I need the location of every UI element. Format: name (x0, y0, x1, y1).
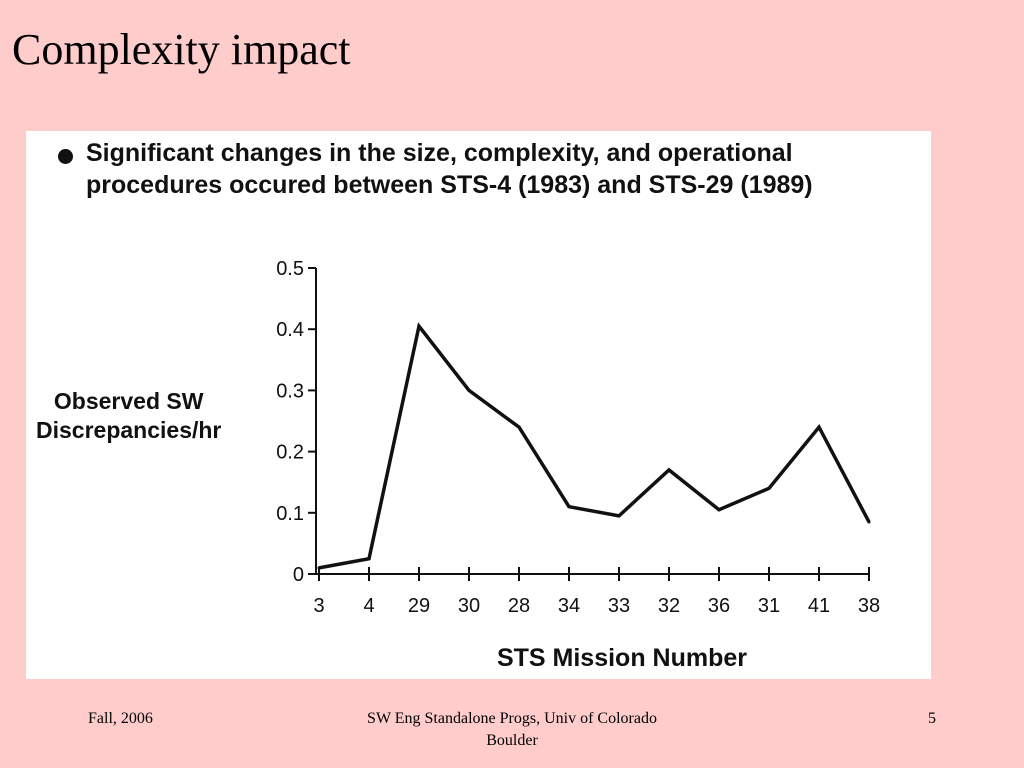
x-tick-label: 3 (313, 595, 324, 617)
data-point (867, 520, 871, 524)
x-tick-label: 38 (858, 595, 880, 617)
data-point (517, 425, 521, 429)
chart-panel: Significant changes in the size, complex… (26, 131, 931, 679)
x-tick-label: 29 (408, 595, 430, 617)
data-point (317, 566, 321, 570)
y-axis-label-line-1: Observed SW (53, 388, 204, 414)
y-tick-label: 0.3 (276, 380, 304, 402)
x-tick-label: 31 (758, 595, 780, 617)
x-tick-label: 4 (363, 595, 374, 617)
bullet-text: Significant changes in the size, complex… (86, 139, 813, 199)
x-tick-label: 28 (508, 595, 530, 617)
x-tick-label: 33 (608, 595, 630, 617)
data-point (567, 505, 571, 509)
bullet-dot-icon (58, 149, 73, 164)
data-point (367, 557, 371, 561)
data-point (717, 508, 721, 512)
y-tick-label: 0.1 (276, 503, 304, 525)
y-axis-label-line-2: Discrepancies/hr (36, 417, 222, 443)
x-axis-title: STS Mission Number (497, 644, 747, 672)
x-tick-label: 41 (808, 595, 830, 617)
x-tick-label: 32 (658, 595, 680, 617)
data-point (817, 425, 821, 429)
slide-title: Complexity impact (12, 25, 351, 74)
data-point (767, 486, 771, 490)
y-tick-label: 0.2 (276, 442, 304, 464)
data-point (667, 468, 671, 472)
y-axis-label: Observed SW Discrepancies/hr (36, 387, 221, 445)
data-point (417, 324, 421, 328)
x-tick-label: 36 (708, 595, 730, 617)
y-tick-label: 0 (293, 564, 304, 586)
data-point (467, 388, 471, 392)
footer-date: Fall, 2006 (88, 710, 153, 727)
footer-course: SW Eng Standalone Progs, Univ of Colorad… (367, 710, 657, 749)
line-chart: 00.10.20.30.40.53 4 29 30 28 34 33 32 36 31 41 38ST… (276, 258, 880, 672)
x-tick-label: 30 (458, 595, 480, 617)
data-point (617, 514, 621, 518)
y-tick-label: 0.4 (276, 319, 304, 341)
y-tick-label: 0.5 (276, 258, 304, 280)
series-line (318, 322, 871, 570)
footer-page-number: 5 (928, 710, 936, 727)
x-tick-label: 34 (558, 595, 580, 617)
